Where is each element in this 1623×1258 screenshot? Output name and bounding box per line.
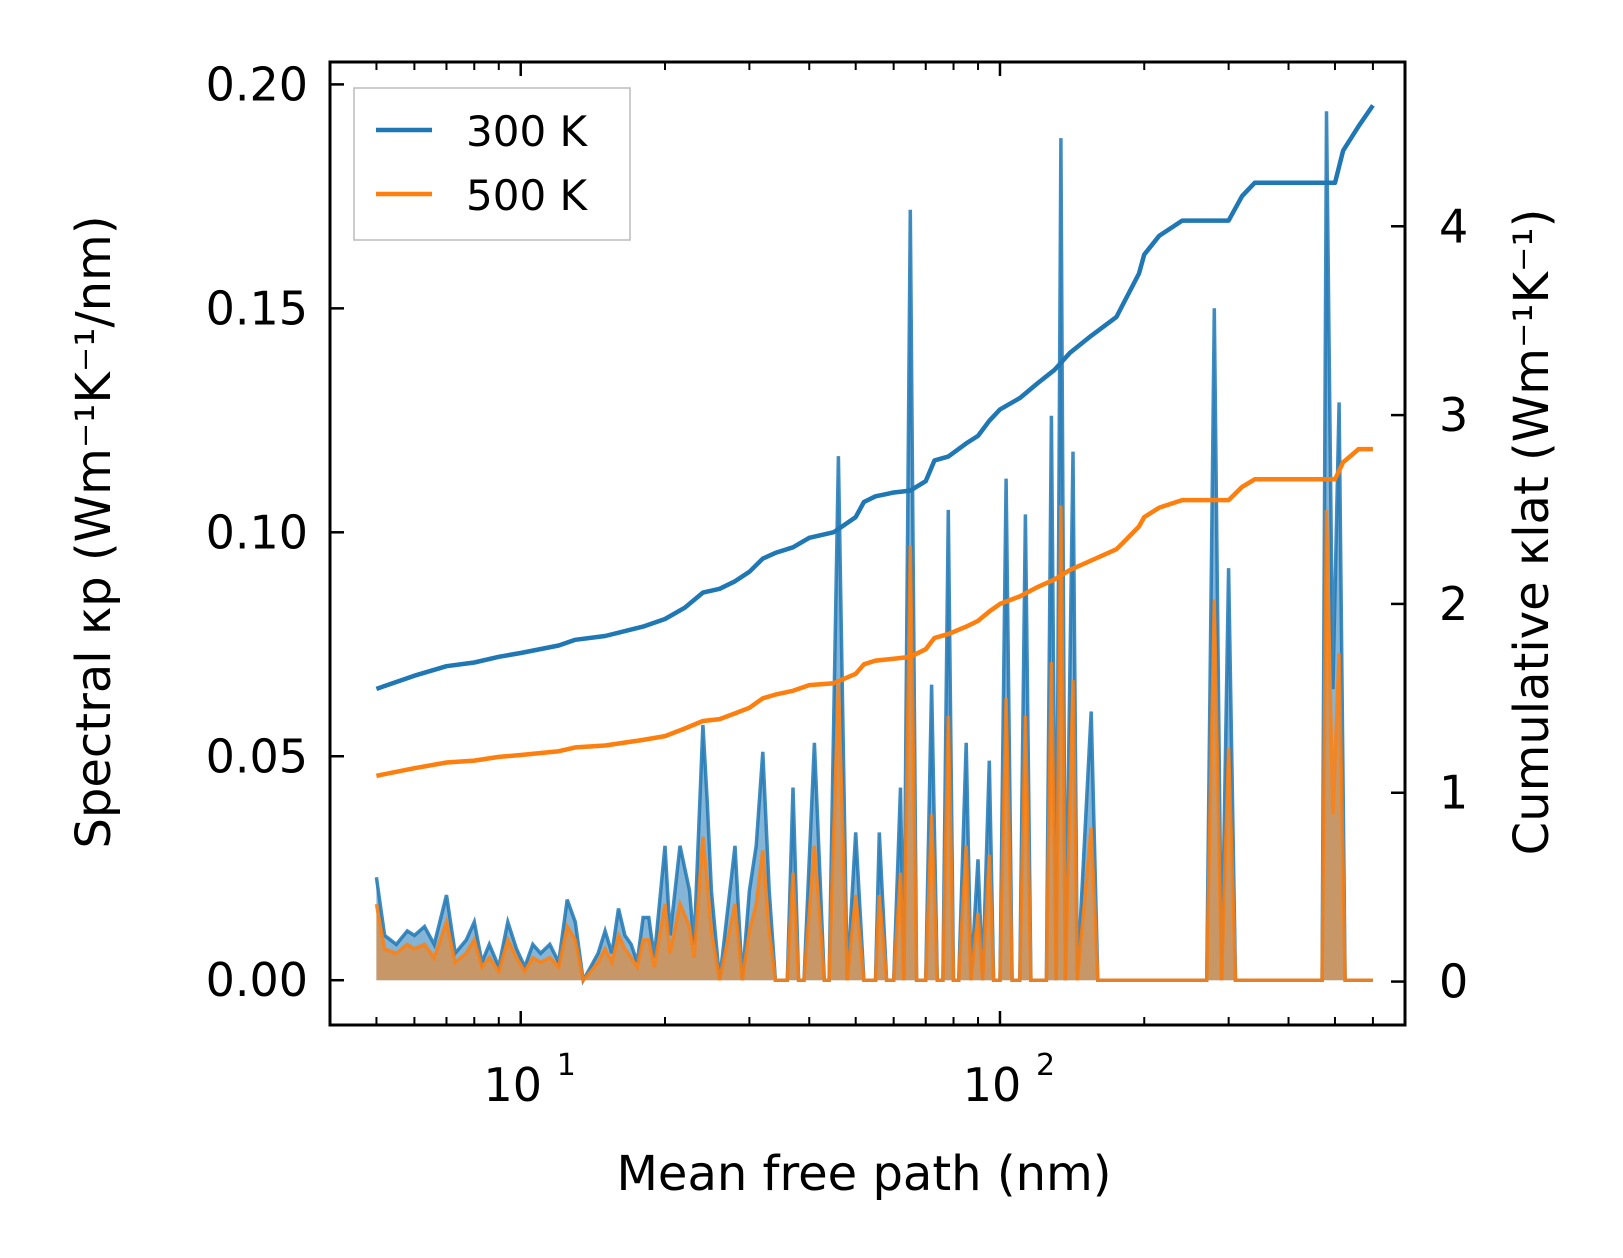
left-y-tick-label: 0.10	[206, 505, 308, 559]
x-tick-label-exponent: 1	[557, 1048, 576, 1083]
right-y-axis-label: Cumulative κlat (Wm⁻¹K⁻¹)	[1504, 209, 1560, 856]
cumulative-line-300k	[375, 104, 1375, 692]
right-y-tick-label: 3	[1439, 388, 1468, 442]
x-tick-label: 10	[483, 1058, 542, 1112]
right-y-tick-label: 1	[1439, 766, 1468, 820]
right-y-tick-label: 4	[1439, 199, 1468, 253]
left-y-tick-label: 0.15	[206, 281, 308, 335]
legend-label-300k: 300 K	[466, 107, 589, 156]
x-tick-label-exponent: 2	[1036, 1048, 1055, 1083]
x-tick-label: 10	[963, 1058, 1022, 1112]
left-y-axis-label: Spectral κp (Wm⁻¹K⁻¹/nm)	[66, 215, 122, 848]
cumulative-line-500k	[375, 446, 1373, 779]
x-axis-label: Mean free path (nm)	[617, 1146, 1112, 1202]
spectral-area-layer	[374, 111, 1373, 986]
axes-layer: 10 1 10 2 0.00 0.05 0.10 0.15 0.20 0 1 2 3 4	[206, 57, 1469, 1112]
legend: 300 K 500 K	[353, 87, 631, 241]
right-y-tick-label: 2	[1439, 577, 1468, 631]
left-y-tick-label: 0.00	[206, 953, 308, 1007]
legend-label-500k: 500 K	[466, 171, 589, 220]
right-y-tick-label: 0	[1439, 955, 1468, 1009]
cumulative-line-layer	[375, 104, 1375, 779]
spectral-line-500k	[374, 505, 1373, 985]
left-y-tick-label: 0.20	[206, 57, 308, 111]
left-y-tick-label: 0.05	[206, 729, 308, 783]
legend-box	[353, 87, 631, 241]
axes-frame	[328, 60, 1407, 1027]
